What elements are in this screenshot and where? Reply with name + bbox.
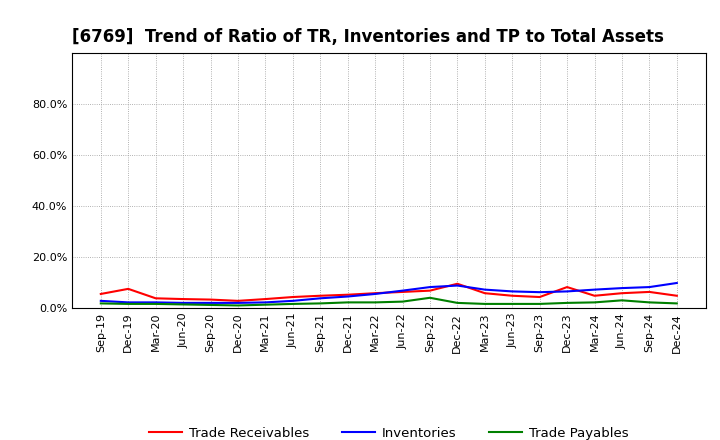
Trade Receivables bbox=[563, 284, 572, 290]
Trade Receivables bbox=[645, 289, 654, 294]
Trade Payables bbox=[261, 302, 270, 307]
Trade Receivables bbox=[261, 297, 270, 302]
Trade Receivables bbox=[398, 289, 407, 294]
Inventories bbox=[426, 284, 434, 290]
Trade Payables bbox=[536, 301, 544, 307]
Trade Payables bbox=[672, 301, 681, 306]
Trade Receivables bbox=[343, 292, 352, 297]
Trade Receivables bbox=[179, 297, 187, 302]
Legend: Trade Receivables, Inventories, Trade Payables: Trade Receivables, Inventories, Trade Pa… bbox=[144, 422, 634, 440]
Trade Payables bbox=[508, 301, 516, 307]
Inventories bbox=[233, 300, 242, 305]
Inventories bbox=[316, 296, 325, 301]
Trade Payables bbox=[618, 298, 626, 303]
Trade Receivables bbox=[672, 293, 681, 298]
Trade Receivables bbox=[618, 290, 626, 296]
Trade Payables bbox=[233, 303, 242, 308]
Trade Receivables bbox=[289, 294, 297, 300]
Trade Payables bbox=[480, 301, 489, 307]
Inventories bbox=[179, 300, 187, 305]
Trade Payables bbox=[398, 299, 407, 304]
Trade Receivables bbox=[590, 293, 599, 298]
Trade Payables bbox=[371, 300, 379, 305]
Trade Payables bbox=[316, 301, 325, 306]
Trade Receivables bbox=[371, 290, 379, 296]
Inventories bbox=[151, 300, 160, 305]
Inventories bbox=[398, 288, 407, 293]
Line: Trade Receivables: Trade Receivables bbox=[101, 284, 677, 301]
Inventories bbox=[508, 289, 516, 294]
Inventories bbox=[206, 300, 215, 305]
Trade Receivables bbox=[124, 286, 132, 291]
Trade Payables bbox=[96, 301, 105, 306]
Inventories bbox=[563, 289, 572, 294]
Inventories bbox=[343, 294, 352, 299]
Line: Inventories: Inventories bbox=[101, 283, 677, 303]
Inventories bbox=[289, 298, 297, 304]
Trade Payables bbox=[343, 300, 352, 305]
Inventories bbox=[536, 290, 544, 295]
Trade Payables bbox=[590, 300, 599, 305]
Inventories bbox=[261, 300, 270, 305]
Trade Receivables bbox=[233, 298, 242, 304]
Text: [6769]  Trend of Ratio of TR, Inventories and TP to Total Assets: [6769] Trend of Ratio of TR, Inventories… bbox=[72, 28, 664, 46]
Trade Receivables bbox=[453, 281, 462, 286]
Inventories bbox=[590, 287, 599, 292]
Inventories bbox=[371, 291, 379, 297]
Trade Receivables bbox=[480, 290, 489, 296]
Trade Payables bbox=[426, 295, 434, 301]
Trade Payables bbox=[179, 302, 187, 307]
Inventories bbox=[645, 284, 654, 290]
Trade Payables bbox=[645, 300, 654, 305]
Trade Receivables bbox=[151, 296, 160, 301]
Trade Payables bbox=[124, 301, 132, 307]
Trade Receivables bbox=[426, 288, 434, 293]
Trade Payables bbox=[563, 300, 572, 305]
Trade Receivables bbox=[96, 291, 105, 297]
Inventories bbox=[618, 286, 626, 291]
Trade Receivables bbox=[536, 294, 544, 300]
Trade Payables bbox=[453, 300, 462, 305]
Trade Payables bbox=[289, 301, 297, 307]
Inventories bbox=[96, 298, 105, 304]
Inventories bbox=[672, 280, 681, 286]
Trade Receivables bbox=[508, 293, 516, 298]
Trade Receivables bbox=[316, 293, 325, 298]
Trade Payables bbox=[206, 302, 215, 308]
Inventories bbox=[453, 283, 462, 288]
Inventories bbox=[124, 300, 132, 305]
Trade Receivables bbox=[206, 297, 215, 302]
Inventories bbox=[480, 287, 489, 292]
Trade Payables bbox=[151, 301, 160, 307]
Line: Trade Payables: Trade Payables bbox=[101, 298, 677, 305]
